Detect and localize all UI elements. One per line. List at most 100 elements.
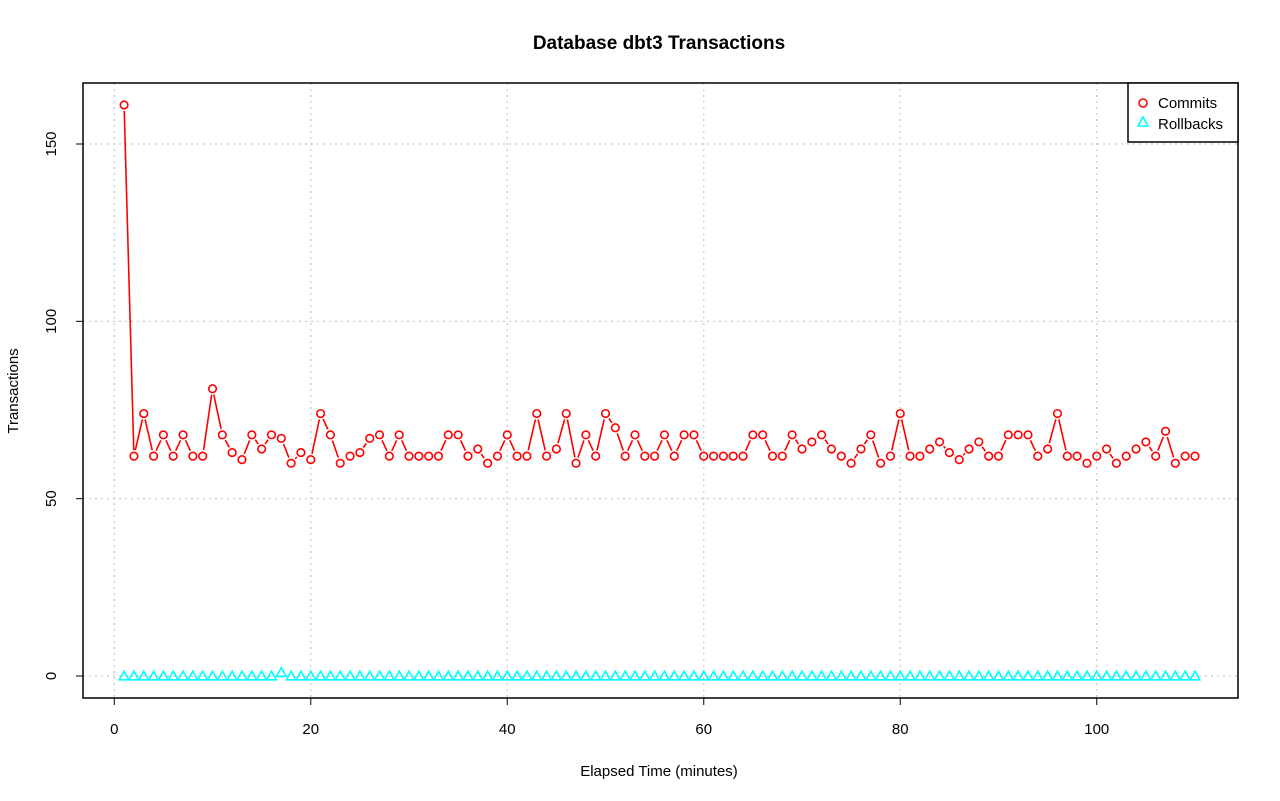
commit-point	[1062, 451, 1072, 461]
series-segment	[537, 419, 546, 451]
series-segment	[587, 439, 594, 451]
series-segment	[381, 439, 388, 451]
commit-point	[964, 444, 974, 454]
rollback-point	[560, 669, 573, 681]
series-segment	[264, 439, 269, 445]
series-segment	[391, 439, 398, 451]
commit-point	[934, 437, 945, 447]
rollback-point	[658, 669, 671, 681]
x-tick-label: 20	[302, 721, 319, 738]
commit-point	[384, 451, 394, 461]
commit-point	[207, 384, 218, 394]
series-segment	[943, 445, 946, 449]
x-tick-label: 80	[892, 721, 909, 738]
commit-point	[679, 430, 689, 440]
rollback-point	[1169, 669, 1182, 681]
series-segment	[499, 439, 506, 451]
legend-rollbacks-marker	[1136, 115, 1150, 127]
y-tick-label: 100	[43, 309, 60, 334]
rollback-point	[1139, 669, 1153, 681]
grid	[83, 83, 1238, 698]
commit-point	[856, 444, 866, 454]
y-tick-label: 150	[43, 131, 60, 156]
rollback-point	[265, 669, 278, 681]
commit-point	[895, 408, 905, 419]
rollback-point	[697, 669, 710, 681]
series-layer	[117, 100, 1202, 681]
x-axis: 0 20 40 60 80 100	[110, 698, 1109, 738]
commit-point	[954, 455, 964, 465]
commit-point	[178, 430, 188, 440]
rollback-point	[884, 669, 897, 681]
rollback-point	[707, 669, 720, 681]
series-segment	[1109, 453, 1114, 459]
series-segment	[331, 440, 340, 458]
series-segment	[608, 418, 613, 424]
commit-point	[394, 430, 404, 440]
series-segment	[311, 419, 321, 454]
commit-point	[168, 451, 178, 461]
rollback-point	[756, 669, 769, 681]
commit-point	[345, 451, 355, 461]
y-axis: 0 50 100 150	[43, 131, 83, 680]
series-segment	[243, 440, 251, 455]
commit-point	[620, 451, 630, 461]
commit-point	[905, 451, 915, 461]
rollback-point	[923, 669, 936, 681]
rollback-point	[1090, 669, 1103, 681]
rollback-point	[226, 669, 239, 681]
commit-point	[355, 447, 365, 458]
commit-point	[532, 408, 542, 419]
rollback-point	[835, 669, 848, 681]
rollback-point	[992, 669, 1005, 681]
commit-point	[738, 451, 748, 461]
commit-point	[1072, 451, 1082, 461]
commit-point	[1101, 444, 1112, 454]
commit-point	[473, 444, 483, 454]
rollback-point	[982, 669, 995, 681]
series-segment	[144, 419, 154, 451]
chart-title: Database dbt3 Transactions	[533, 33, 785, 54]
series-segment	[322, 418, 329, 430]
commit-point	[797, 444, 807, 454]
series-commits	[119, 100, 1200, 468]
rollback-point	[1129, 669, 1143, 681]
rollback-point	[894, 669, 907, 681]
commit-point	[984, 451, 994, 461]
series-segment	[863, 439, 869, 445]
commit-point	[1023, 430, 1033, 440]
series-segment	[764, 439, 771, 451]
commit-point	[718, 451, 729, 461]
rollback-point	[628, 669, 642, 681]
rollback-point	[1179, 669, 1192, 681]
commit-point	[807, 437, 817, 447]
rollback-point	[609, 669, 622, 681]
commit-point	[266, 430, 277, 440]
commit-point	[286, 458, 296, 468]
series-segment	[459, 439, 467, 451]
commit-point	[748, 430, 758, 440]
rollback-point	[638, 669, 651, 681]
rollback-point	[461, 669, 475, 681]
commit-point	[374, 430, 385, 440]
commit-point	[1013, 430, 1023, 440]
series-segment	[1048, 419, 1057, 444]
series-segment	[616, 433, 624, 451]
series-segment	[636, 439, 644, 451]
rollback-point	[186, 669, 200, 681]
series-segment	[294, 456, 298, 460]
rollback-point	[668, 669, 681, 681]
commit-point	[365, 433, 375, 443]
commit-point	[640, 451, 650, 461]
commit-point	[581, 430, 591, 440]
series-segment	[440, 439, 447, 451]
rollback-point	[717, 669, 730, 681]
series-segment	[224, 439, 230, 448]
rollback-point	[324, 669, 337, 681]
commit-point	[659, 430, 670, 440]
commit-point	[1170, 458, 1180, 468]
commit-point	[119, 100, 129, 110]
commit-point	[483, 458, 493, 468]
commit-point	[708, 451, 719, 461]
